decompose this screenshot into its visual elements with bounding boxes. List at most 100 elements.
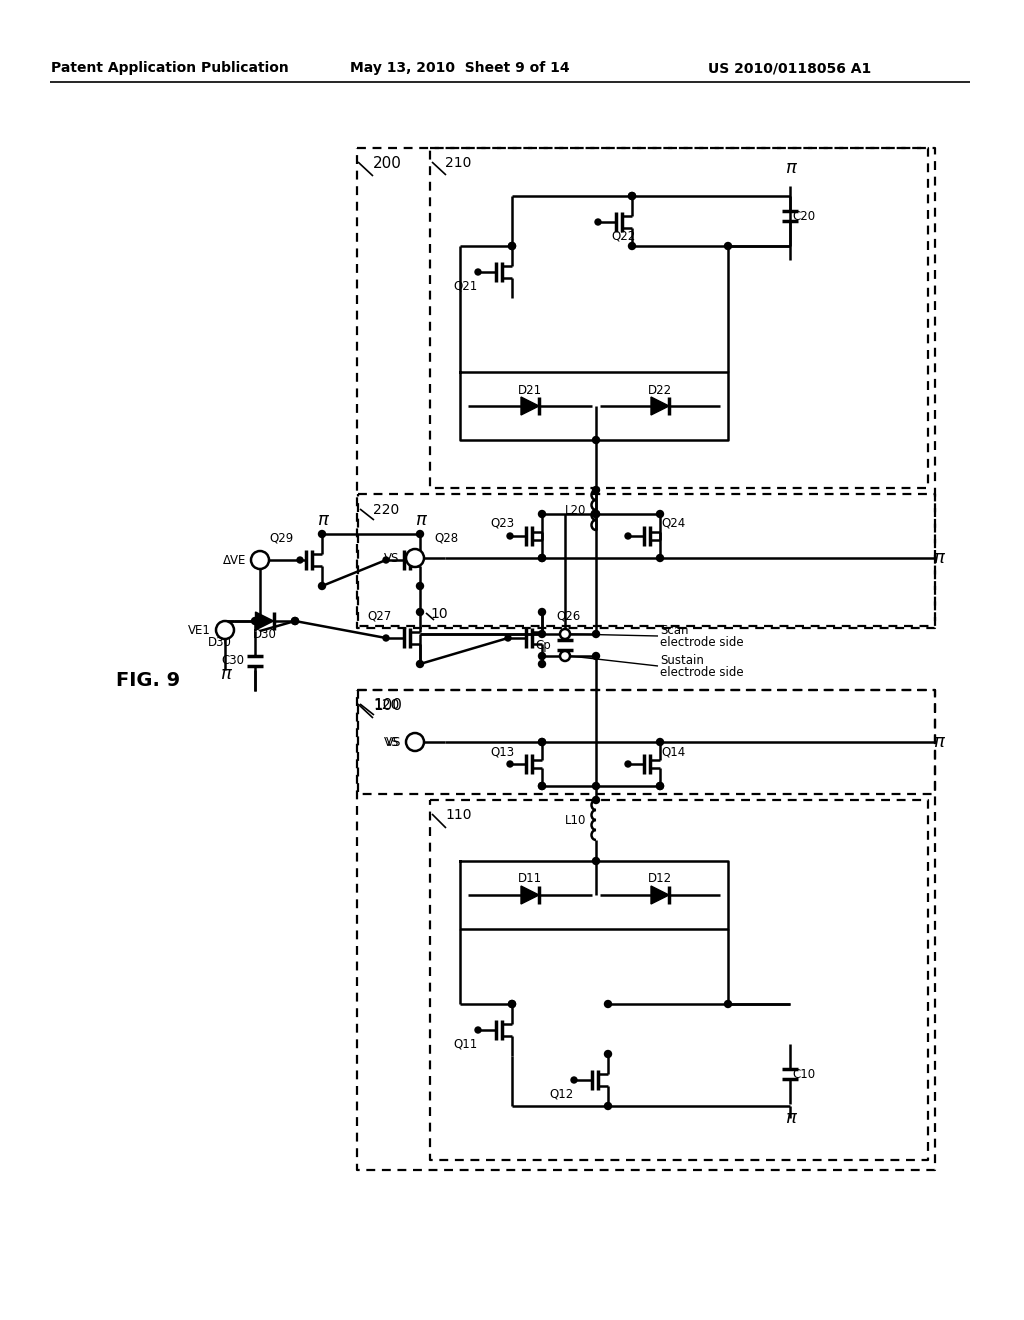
Circle shape [417, 531, 424, 537]
Text: Q11: Q11 [454, 1038, 478, 1051]
Circle shape [656, 783, 664, 789]
Text: C10: C10 [793, 1068, 815, 1081]
Text: L10: L10 [565, 813, 587, 826]
Circle shape [406, 733, 424, 751]
Circle shape [539, 554, 546, 561]
Circle shape [292, 618, 299, 624]
Circle shape [560, 630, 570, 639]
Circle shape [593, 652, 599, 660]
Circle shape [629, 193, 636, 199]
Circle shape [475, 269, 481, 275]
Circle shape [593, 511, 599, 517]
Circle shape [593, 858, 599, 865]
Circle shape [725, 243, 731, 249]
Polygon shape [521, 397, 539, 414]
Text: Scan: Scan [660, 623, 688, 636]
Text: $\pi$: $\pi$ [416, 511, 428, 529]
Circle shape [507, 762, 513, 767]
Circle shape [318, 531, 326, 537]
Circle shape [509, 243, 515, 249]
Circle shape [539, 783, 546, 789]
Text: US 2010/0118056 A1: US 2010/0118056 A1 [709, 61, 871, 75]
Circle shape [593, 487, 599, 494]
Polygon shape [651, 886, 669, 904]
Circle shape [509, 1001, 515, 1007]
Circle shape [656, 738, 664, 746]
Polygon shape [651, 397, 669, 414]
Circle shape [725, 1001, 731, 1007]
Text: 120: 120 [373, 698, 399, 711]
Circle shape [383, 557, 389, 564]
Circle shape [604, 1001, 611, 1007]
Circle shape [417, 609, 424, 615]
Circle shape [251, 550, 269, 569]
Text: Q13: Q13 [489, 746, 514, 759]
Circle shape [656, 783, 664, 789]
Circle shape [383, 635, 389, 642]
Circle shape [560, 651, 570, 661]
Text: VS: VS [386, 735, 401, 748]
Text: Q21: Q21 [454, 280, 478, 293]
Circle shape [475, 1027, 481, 1034]
Circle shape [593, 783, 599, 789]
Circle shape [252, 618, 258, 624]
Circle shape [216, 620, 234, 639]
Text: Q12: Q12 [550, 1088, 574, 1101]
Circle shape [595, 219, 601, 224]
Text: VE1: VE1 [188, 623, 211, 636]
Circle shape [406, 549, 424, 568]
Text: $\pi$: $\pi$ [934, 733, 946, 751]
Text: $\pi$: $\pi$ [934, 549, 946, 568]
Text: 210: 210 [445, 156, 471, 170]
Circle shape [539, 783, 546, 789]
Circle shape [593, 631, 599, 638]
Text: Q26: Q26 [556, 610, 581, 623]
Text: electrode side: electrode side [660, 665, 743, 678]
Polygon shape [256, 612, 273, 630]
Circle shape [297, 557, 303, 564]
Text: $\pi$: $\pi$ [785, 1109, 799, 1127]
Circle shape [629, 193, 636, 199]
Text: electrode side: electrode side [660, 635, 743, 648]
Text: Q14: Q14 [662, 746, 686, 759]
Text: 200: 200 [373, 156, 401, 170]
Text: L20: L20 [565, 503, 587, 516]
Circle shape [539, 631, 546, 638]
Circle shape [509, 1001, 515, 1007]
Text: $\pi$: $\pi$ [317, 511, 331, 529]
Circle shape [539, 609, 546, 615]
Circle shape [509, 243, 515, 249]
Polygon shape [521, 886, 539, 904]
Text: 220: 220 [373, 503, 399, 517]
Text: Sustain: Sustain [660, 653, 703, 667]
Text: C20: C20 [793, 210, 815, 223]
Text: D22: D22 [648, 384, 672, 396]
Circle shape [539, 738, 546, 746]
Circle shape [539, 660, 546, 668]
Circle shape [318, 582, 326, 590]
Circle shape [292, 618, 299, 624]
Text: Q22: Q22 [612, 230, 636, 243]
Text: Q24: Q24 [662, 516, 686, 529]
Circle shape [625, 533, 631, 539]
Text: D11: D11 [518, 873, 542, 886]
Text: Q28: Q28 [434, 532, 458, 544]
Circle shape [417, 660, 424, 668]
Text: VS: VS [384, 735, 399, 748]
Circle shape [539, 738, 546, 746]
Text: D21: D21 [518, 384, 542, 396]
Circle shape [625, 762, 631, 767]
Circle shape [507, 533, 513, 539]
Text: 10: 10 [430, 607, 447, 620]
Circle shape [656, 511, 664, 517]
Text: D12: D12 [648, 873, 672, 886]
Circle shape [604, 1102, 611, 1110]
Text: D30: D30 [208, 636, 232, 649]
Circle shape [593, 796, 599, 804]
Text: May 13, 2010  Sheet 9 of 14: May 13, 2010 Sheet 9 of 14 [350, 61, 569, 75]
Text: C30: C30 [221, 655, 245, 668]
Text: VS: VS [384, 552, 399, 565]
Circle shape [539, 511, 546, 517]
Text: FIG. 9: FIG. 9 [116, 671, 180, 689]
Circle shape [539, 652, 546, 660]
